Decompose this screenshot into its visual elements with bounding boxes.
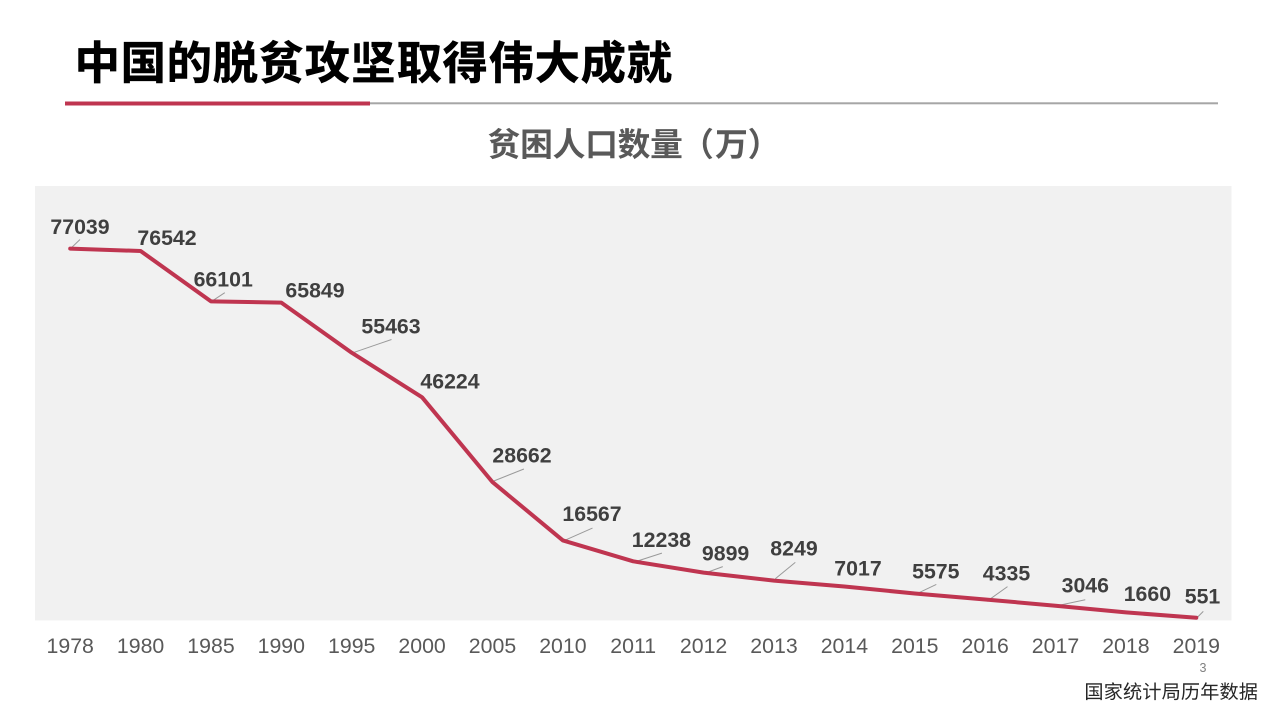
svg-text:5575: 5575 (912, 559, 960, 583)
svg-text:1660: 1660 (1124, 582, 1171, 606)
svg-text:2010: 2010 (539, 634, 587, 658)
svg-text:2019: 2019 (1173, 634, 1220, 658)
svg-text:2005: 2005 (469, 634, 516, 658)
svg-text:2000: 2000 (398, 634, 446, 658)
svg-text:1980: 1980 (117, 634, 165, 658)
svg-text:28662: 28662 (492, 444, 551, 468)
svg-text:7017: 7017 (834, 557, 881, 581)
svg-text:2011: 2011 (610, 634, 656, 658)
svg-text:2018: 2018 (1102, 634, 1149, 658)
svg-text:77039: 77039 (50, 215, 109, 239)
svg-text:1985: 1985 (187, 634, 234, 658)
svg-text:12238: 12238 (632, 528, 691, 552)
svg-text:1995: 1995 (328, 634, 375, 658)
svg-text:9899: 9899 (702, 542, 750, 566)
svg-text:46224: 46224 (420, 370, 479, 394)
svg-text:2015: 2015 (891, 634, 938, 658)
svg-text:3: 3 (1200, 661, 1207, 675)
svg-text:4335: 4335 (983, 561, 1031, 585)
svg-text:2014: 2014 (821, 634, 869, 658)
svg-text:1978: 1978 (47, 634, 94, 658)
svg-text:2016: 2016 (962, 634, 1009, 658)
svg-text:55463: 55463 (361, 315, 420, 339)
svg-text:2017: 2017 (1032, 634, 1079, 658)
svg-text:551: 551 (1185, 584, 1221, 608)
svg-text:66101: 66101 (194, 268, 253, 292)
svg-text:76542: 76542 (137, 226, 196, 250)
svg-text:8249: 8249 (770, 537, 818, 561)
svg-text:16567: 16567 (562, 502, 621, 526)
svg-text:2012: 2012 (680, 634, 727, 658)
svg-text:2013: 2013 (750, 634, 797, 658)
svg-text:1990: 1990 (258, 634, 306, 658)
svg-text:3046: 3046 (1062, 574, 1110, 598)
svg-text:65849: 65849 (285, 279, 344, 303)
